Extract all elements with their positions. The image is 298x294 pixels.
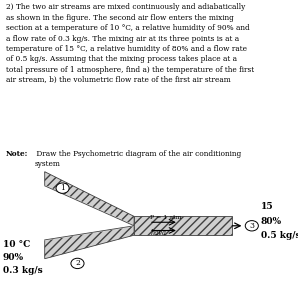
Polygon shape bbox=[45, 226, 134, 259]
Text: Note:: Note: bbox=[6, 150, 28, 158]
Text: hava: hava bbox=[150, 229, 167, 237]
Text: 3: 3 bbox=[249, 222, 254, 230]
Polygon shape bbox=[134, 216, 232, 235]
Text: 80%: 80% bbox=[261, 217, 282, 225]
Polygon shape bbox=[45, 172, 134, 226]
Text: 90%: 90% bbox=[3, 253, 24, 262]
Circle shape bbox=[56, 183, 69, 193]
Text: 10 °C: 10 °C bbox=[3, 240, 30, 249]
Text: P = 1 atm: P = 1 atm bbox=[150, 215, 182, 220]
Text: Draw the Psychometric diagram of the air conditioning
system: Draw the Psychometric diagram of the air… bbox=[34, 150, 241, 168]
Circle shape bbox=[71, 258, 84, 269]
Polygon shape bbox=[45, 186, 134, 240]
Text: 0.3 kg/s: 0.3 kg/s bbox=[3, 266, 43, 275]
Text: 2: 2 bbox=[75, 259, 80, 268]
Circle shape bbox=[245, 220, 258, 231]
Text: 1: 1 bbox=[60, 184, 65, 192]
Text: 2) The two air streams are mixed continuously and adiabatically
as shown in the : 2) The two air streams are mixed continu… bbox=[6, 4, 254, 84]
Text: 15: 15 bbox=[261, 203, 273, 211]
Text: 0.5 kg/s: 0.5 kg/s bbox=[261, 231, 298, 240]
